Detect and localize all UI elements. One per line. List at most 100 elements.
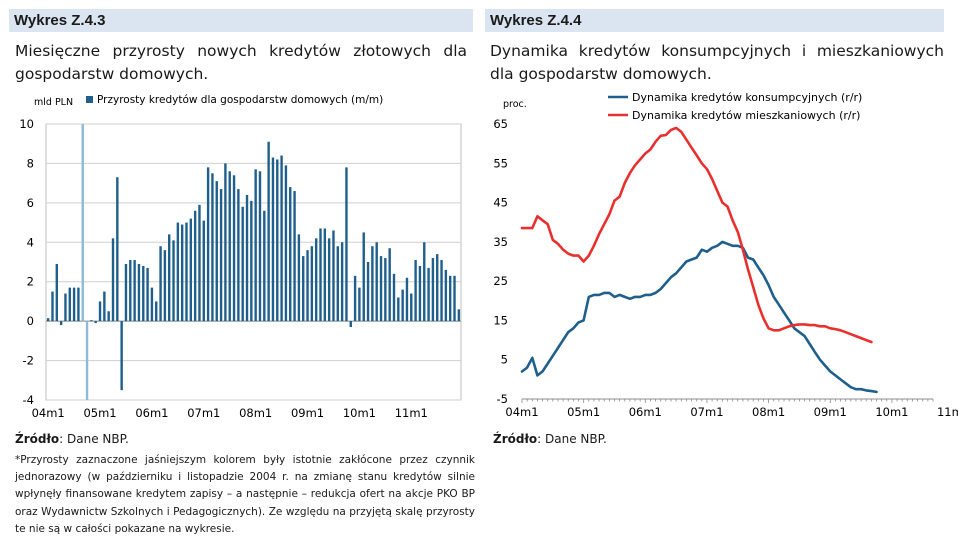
- left-panel-header: Wykres Z.4.3: [9, 9, 473, 32]
- bar-mark: [159, 246, 162, 322]
- bar-mark: [362, 232, 365, 322]
- bar-mark: [410, 293, 413, 322]
- left-source-label: Źródło: [15, 432, 60, 446]
- bar-mark: [314, 238, 318, 322]
- bar-mark: [319, 228, 322, 322]
- bar-xtick-label: 04m1: [32, 406, 65, 420]
- bar-mark: [353, 275, 357, 322]
- bar-mark: [232, 175, 236, 322]
- bar-mark: [224, 163, 227, 322]
- line-ytick-label: 5: [501, 353, 508, 367]
- bar-mark: [237, 189, 240, 322]
- line-ytick-label: 15: [493, 313, 508, 327]
- bar-mark: [397, 297, 400, 322]
- line-xtick-label: 09m1: [814, 405, 847, 419]
- bar-mark: [418, 265, 422, 322]
- bar-mark: [180, 224, 184, 322]
- bar-mark: [297, 234, 301, 322]
- bar-legend-swatch: [86, 96, 93, 103]
- bar-mark: [137, 263, 141, 322]
- bar-mark: [263, 210, 266, 322]
- bar-xtick-label: 06m1: [135, 406, 168, 420]
- bar-mark: [51, 291, 54, 322]
- bar-mark: [306, 250, 309, 322]
- bar-mark: [245, 194, 249, 322]
- line-xtick-label: 08m1: [752, 405, 785, 419]
- line-chart-ylabel: proc.: [503, 99, 527, 110]
- bar-xtick-label: 09m1: [291, 406, 324, 420]
- right-source-label: Źródło: [493, 432, 538, 446]
- bar-mark: [206, 167, 210, 322]
- bar-mark: [68, 287, 71, 322]
- bar-mark: [405, 277, 409, 322]
- line-ytick-label: 35: [493, 235, 508, 249]
- line-ytick-label: 45: [493, 196, 508, 210]
- bar-chart-ylabel: mld PLN: [34, 97, 73, 108]
- bar-mark: [284, 165, 288, 322]
- bar-mark: [202, 220, 205, 322]
- bar-mark: [254, 169, 257, 322]
- bar-mark: [457, 309, 461, 322]
- bar-xtick-label: 05m1: [83, 406, 116, 420]
- left-footnote: *Przyrosty zaznaczone jaśniejszym kolore…: [15, 454, 475, 535]
- legend-mortgage-label: Dynamika kredytów mieszkaniowych (r/r): [632, 109, 860, 122]
- bar-xtick-label: 07m1: [187, 406, 220, 420]
- bar-mark: [302, 256, 305, 322]
- bar-xtick-label: 11m1: [395, 406, 428, 420]
- bar-mark: [215, 181, 218, 322]
- line-xtick-label: 05m1: [567, 405, 600, 419]
- bar-ytick-label: 8: [27, 156, 34, 170]
- bar-mark: [440, 260, 443, 322]
- bar-mark: [94, 321, 97, 324]
- bar-mark: [423, 242, 426, 322]
- bar-ytick-label: 2: [27, 275, 34, 289]
- bar-mark: [366, 262, 370, 322]
- bar-mark: [280, 155, 283, 322]
- bar-mark: [211, 173, 214, 322]
- bar-mark: [90, 320, 93, 322]
- bar-mark: [310, 246, 314, 322]
- bar-mark: [349, 321, 352, 328]
- bar-mark: [327, 238, 331, 322]
- bar-mark: [379, 256, 383, 322]
- bar-mark: [189, 218, 193, 322]
- bar-mark: [358, 287, 361, 322]
- bar-mark: [198, 204, 201, 322]
- bar-ytick-label: 4: [27, 235, 34, 249]
- bar-mark: [340, 242, 344, 322]
- bar-mark: [293, 191, 296, 322]
- line-ytick-label: 65: [493, 117, 508, 131]
- bar-mark: [250, 200, 253, 322]
- bar-mark: [375, 242, 378, 322]
- bar-mark: [168, 234, 171, 322]
- legend-consumer-label: Dynamika kredytów konsumpcyjnych (r/r): [632, 91, 862, 104]
- bar-ytick-label: -4: [23, 393, 34, 407]
- bar-mark: [345, 167, 348, 322]
- bar-mark: [55, 263, 59, 322]
- bar-mark: [193, 210, 197, 322]
- bar-mark: [98, 301, 102, 322]
- bar-mark: [185, 222, 188, 322]
- bar-mark: [163, 250, 167, 322]
- bar-ytick-label: -2: [23, 354, 34, 368]
- bar-ytick-label: 6: [27, 196, 34, 210]
- bar-ytick-label: 10: [19, 117, 34, 131]
- bar-mark: [133, 260, 136, 322]
- bar-mark: [111, 238, 115, 322]
- bar-mark: [384, 258, 387, 322]
- bar-mark: [150, 287, 154, 322]
- bar-mark: [124, 263, 128, 322]
- line-xtick-label: 07m1: [690, 405, 723, 419]
- bar-mark: [332, 230, 335, 322]
- right-chart-subtitle: Dynamika kredytów konsumpcyjnych i miesz…: [490, 42, 944, 83]
- bar-xtick-label: 08m1: [239, 406, 272, 420]
- bar-mark: [444, 269, 448, 322]
- bar-mark: [323, 228, 327, 322]
- bar-mark: [241, 206, 244, 322]
- bar-mark: [219, 189, 223, 322]
- left-chart-subtitle: Miesięczne przyrosty nowych kredytów zło…: [15, 42, 467, 83]
- right-panel-header: Wykres Z.4.4: [485, 9, 944, 32]
- line-ytick-label: -5: [497, 392, 508, 406]
- bar-legend-label: Przyrosty kredytów dla gospodarstw domow…: [97, 94, 383, 106]
